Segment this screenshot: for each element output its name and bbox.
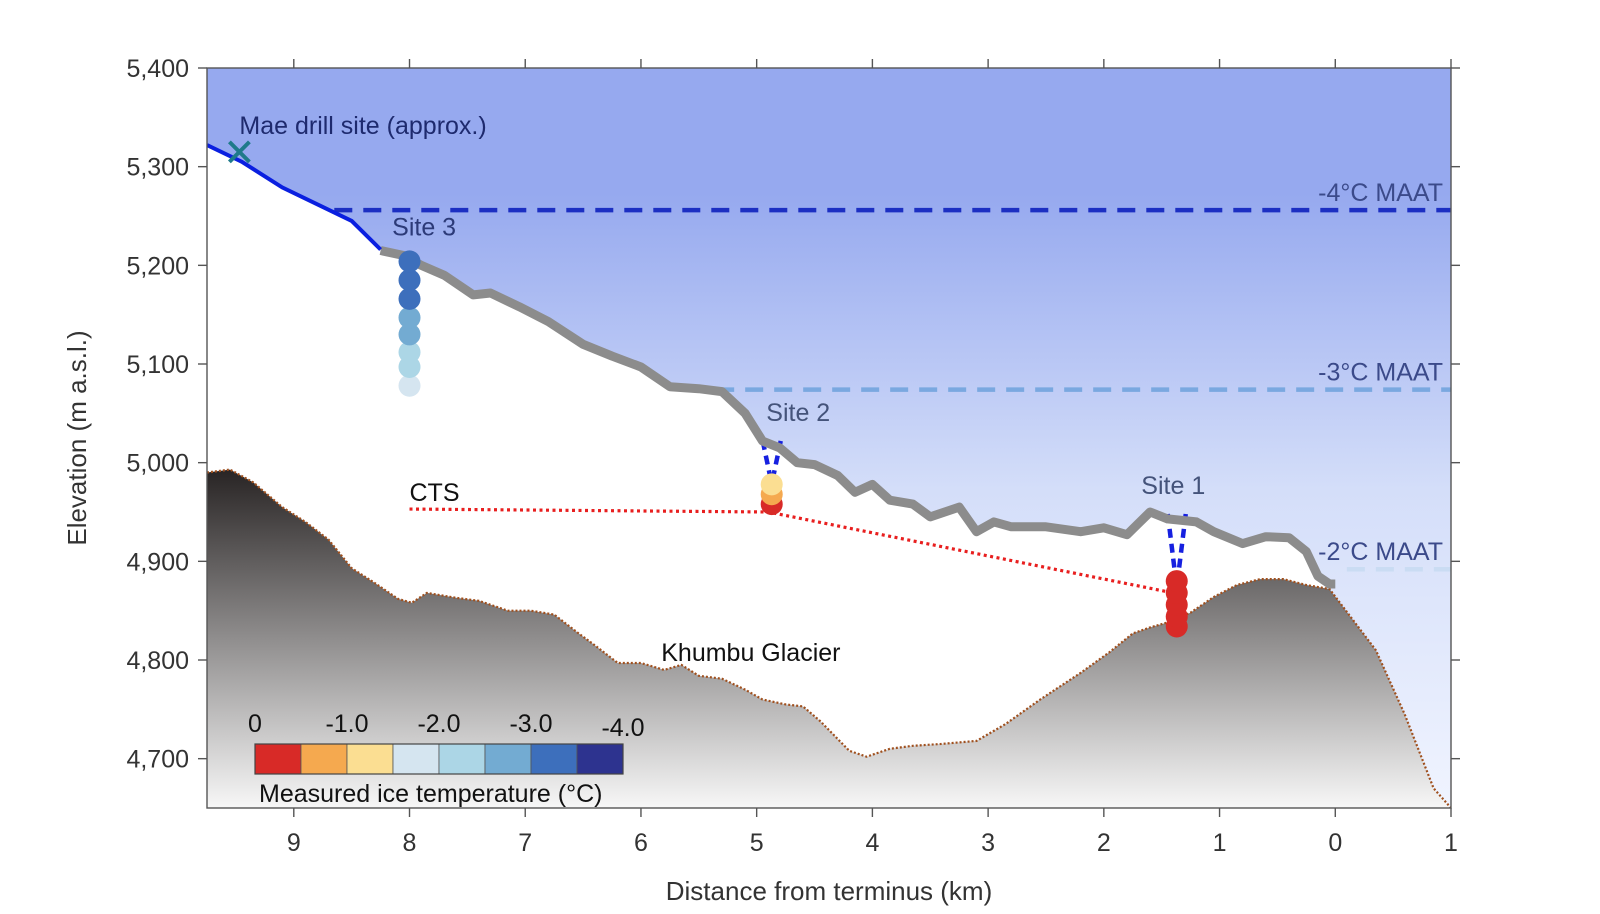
- y-tick-labels: 4,700 4,800 4,900 5,000 5,100 5,200 5,300 5,400: [126, 55, 189, 774]
- site-label-2: Site 2: [766, 399, 830, 427]
- x-tick-label: 3: [981, 829, 995, 857]
- colorbar-bin: [438, 743, 486, 775]
- y-tick-label: 5,100: [126, 351, 189, 379]
- colorbar-bin: [576, 743, 624, 775]
- y-tick-label: 4,700: [126, 746, 189, 774]
- drill-site-label: Mae drill site (approx.): [239, 112, 486, 140]
- temperature-point: [398, 341, 421, 364]
- site-label-3: Site 3: [392, 214, 456, 242]
- x-tick-label: 6: [634, 829, 648, 857]
- plot-area: [207, 68, 1451, 808]
- bedrock-outline: [207, 468, 1451, 808]
- colorbar-tick-label: 0: [248, 710, 262, 738]
- colorbar-bin: [346, 743, 394, 775]
- colorbar-bin: [392, 743, 440, 775]
- cts-label: CTS: [410, 479, 460, 507]
- temperature-measurements: [398, 250, 1188, 638]
- y-tick-label: 5,400: [126, 55, 189, 83]
- plot-frame: [206, 67, 1452, 809]
- x-tick-label: 4: [865, 829, 879, 857]
- colorbar-tick-label: -1.0: [325, 710, 368, 738]
- colorbar-tick-label: -3.0: [509, 710, 552, 738]
- colorbar-legend: 0 -1.0 -2.0 -3.0 -4.0 Measured ice temperatur…: [248, 710, 645, 808]
- x-axis-title: Distance from terminus (km): [666, 876, 993, 906]
- maat-label-3: -2°C MAAT: [1318, 538, 1443, 566]
- x-tick-label: 5: [750, 829, 764, 857]
- x-tick-label: 1: [1213, 829, 1227, 857]
- x-tick-label: 9: [287, 829, 301, 857]
- x-tick-label: 7: [518, 829, 532, 857]
- colorbar-bin: [484, 743, 532, 775]
- site-link-1: [1165, 513, 1188, 572]
- temperature-point: [760, 473, 783, 496]
- colorbar-bin: [530, 743, 578, 775]
- temperature-point: [398, 323, 421, 346]
- maat-lines: [334, 207, 1451, 572]
- x-tick-label: 0: [1328, 829, 1342, 857]
- site-label-1: Site 1: [1141, 472, 1205, 500]
- drill-site-marker-icon: [227, 140, 251, 164]
- glacier-name-label: Khumbu Glacier: [661, 639, 840, 667]
- glacier-surface-line: [379, 246, 1336, 589]
- temperature-point: [398, 250, 421, 273]
- colorbar-tick-label: -2.0: [417, 710, 460, 738]
- x-tick-label: 1: [1444, 829, 1458, 857]
- temperature-point: [398, 287, 421, 310]
- y-tick-label: 5,000: [126, 450, 189, 478]
- axis-ticks: [198, 59, 1460, 817]
- maat-label-1: -4°C MAAT: [1318, 179, 1443, 207]
- upper-surface-line: [207, 143, 383, 251]
- maat-label-2: -3°C MAAT: [1318, 359, 1443, 387]
- temperature-point: [398, 269, 421, 292]
- x-tick-labels: 9 8 7 6 5 4 3 2 1 0 1: [287, 829, 1458, 857]
- colorbar-bin: [254, 743, 302, 775]
- y-tick-label: 5,300: [126, 154, 189, 182]
- y-axis-title: Elevation (m a.s.l.): [62, 330, 92, 545]
- x-tick-label: 2: [1097, 829, 1111, 857]
- y-tick-label: 4,900: [126, 548, 189, 576]
- temperature-point: [1165, 570, 1188, 593]
- colorbar-tick-label: -4.0: [601, 714, 644, 742]
- temperature-point: [398, 306, 421, 329]
- colorbar-bin: [300, 743, 348, 775]
- colorbar-frame: [254, 743, 624, 775]
- y-tick-label: 4,800: [126, 647, 189, 675]
- bedrock-fill: [207, 469, 1451, 808]
- y-tick-label: 5,200: [126, 252, 189, 280]
- colorbar-title: Measured ice temperature (°C): [259, 780, 602, 808]
- annotations: -4°C MAAT -3°C MAAT -2°C MAAT CTS Site 1 Site…: [227, 112, 1443, 667]
- temperature-point: [398, 374, 421, 397]
- x-tick-label: 8: [403, 829, 417, 857]
